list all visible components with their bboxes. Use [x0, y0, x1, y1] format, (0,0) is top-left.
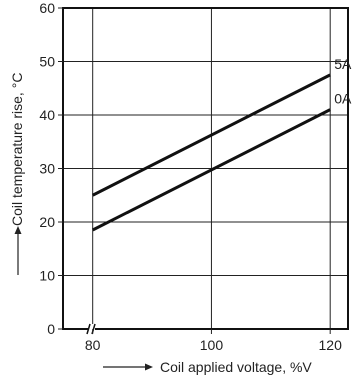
grid	[63, 7, 348, 329]
x-axis-arrowhead-icon	[145, 363, 153, 371]
series-lines: 5A 0A	[92, 56, 352, 232]
y-tick-label: 20	[39, 214, 55, 230]
series-line	[92, 108, 331, 232]
y-tick-label: 30	[39, 161, 55, 177]
y-tick-label: 60	[39, 0, 55, 16]
series-label: 5A	[334, 56, 352, 72]
y-tick-label: 0	[47, 321, 55, 337]
y-tick-label: 50	[39, 54, 55, 70]
axis-break-stroke	[86, 323, 91, 335]
y-axis-title: Coil temperature rise, °C	[9, 73, 25, 275]
y-tick-label: 40	[39, 107, 55, 123]
y-axis-arrowhead-icon	[14, 226, 22, 234]
series-label: 0A	[334, 91, 352, 107]
y-axis-label: Coil temperature rise, °C	[9, 73, 25, 226]
x-axis-label: Coil applied voltage, %V	[160, 359, 312, 375]
ticks: 0 10 20 30 40 50 60 80 100 120	[39, 0, 342, 353]
axis-break-gap	[88, 324, 95, 334]
x-tick-label: 120	[319, 337, 343, 353]
x-tick-label: 80	[85, 337, 101, 353]
series-line	[92, 73, 331, 197]
x-axis-break-icon	[86, 323, 96, 335]
x-tick-label: 100	[200, 337, 224, 353]
y-tick-label: 10	[39, 268, 55, 284]
x-axis-title: Coil applied voltage, %V	[103, 359, 312, 375]
